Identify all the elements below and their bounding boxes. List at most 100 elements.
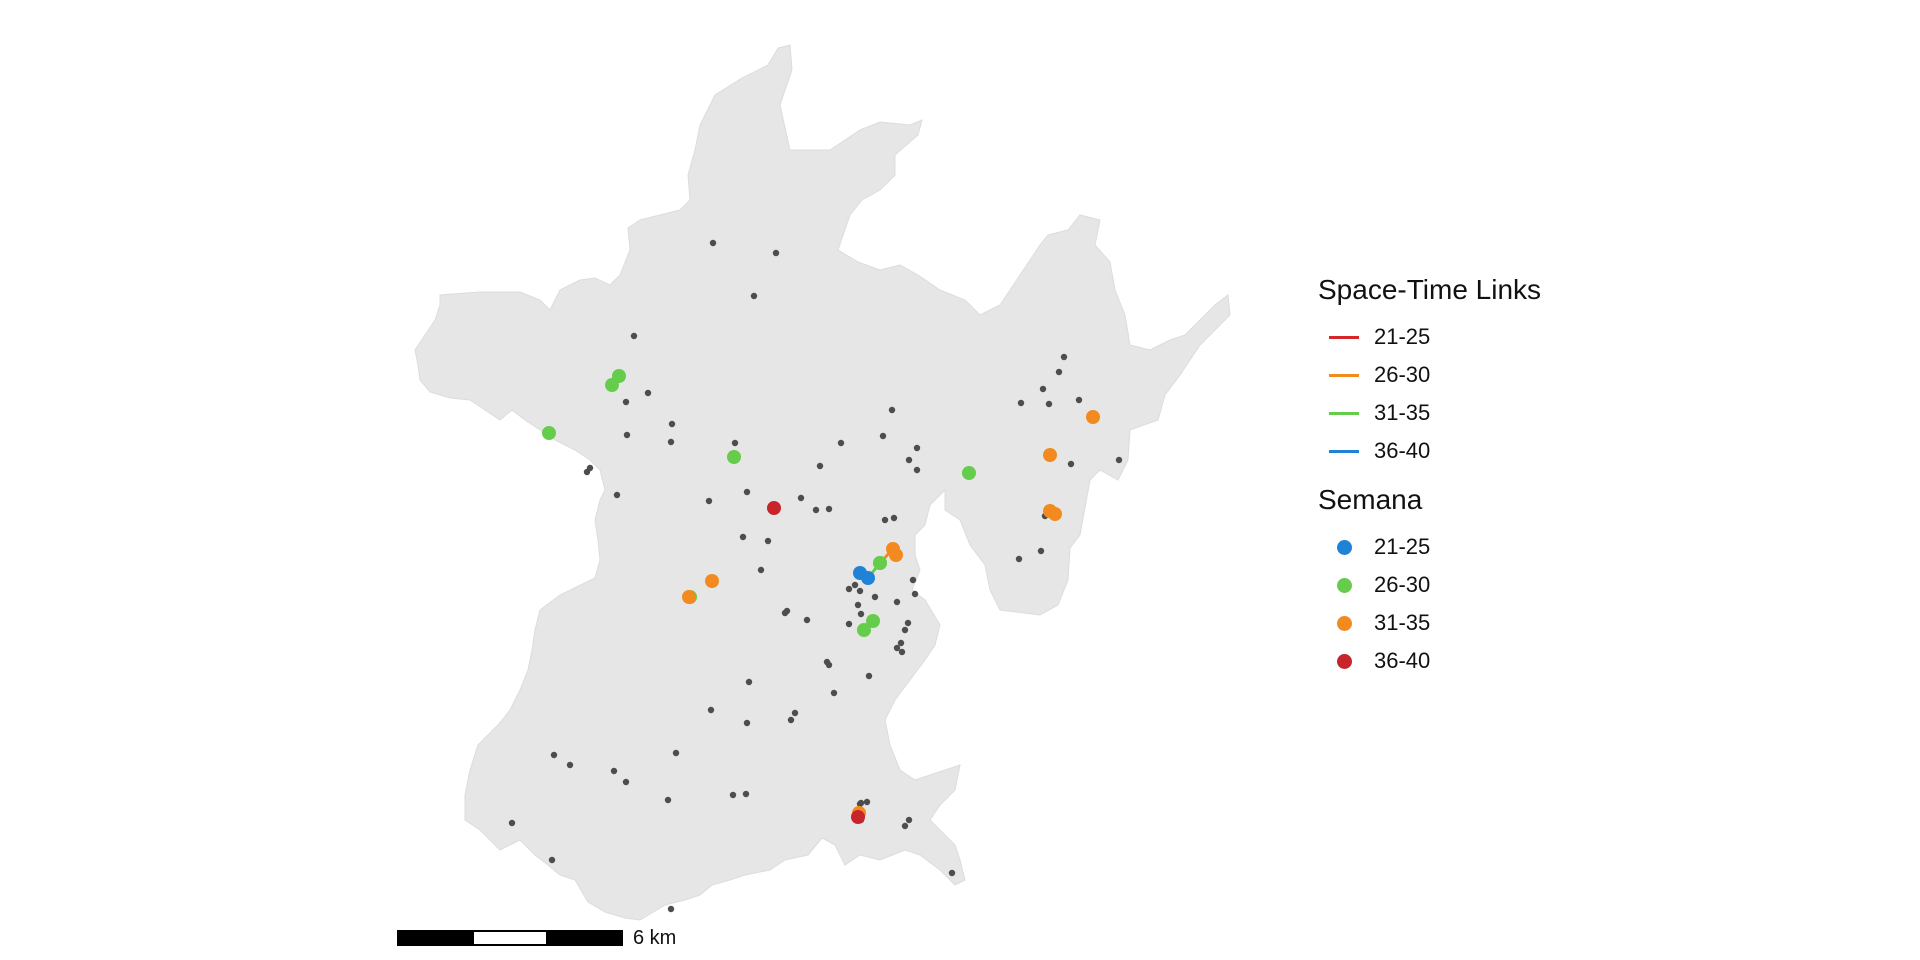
legend-item-semana: 31-35	[1318, 604, 1618, 642]
case-point	[857, 623, 871, 637]
location-point	[948, 869, 956, 877]
case-point	[705, 574, 719, 588]
legend-line-key	[1322, 394, 1366, 432]
location-point	[1037, 547, 1045, 555]
location-point	[865, 672, 873, 680]
scale-bar-segment	[397, 930, 474, 946]
legend-label: 26-30	[1374, 362, 1431, 387]
case-point	[866, 614, 880, 628]
scale-bar: 6 km	[397, 926, 677, 949]
location-point	[863, 798, 871, 806]
line-swatch	[1329, 336, 1359, 339]
location-point	[897, 639, 905, 647]
scale-bar-segment	[472, 930, 548, 946]
scale-bar-segment	[546, 930, 623, 946]
location-point	[856, 800, 864, 808]
legend-semana-block: Semana 21-25 26-30 31-35 36-40	[1318, 482, 1618, 680]
legend-item-semana: 36-40	[1318, 642, 1618, 680]
location-point	[901, 822, 909, 830]
location-point	[731, 439, 739, 447]
location-point	[1060, 353, 1068, 361]
case-point	[962, 466, 976, 480]
background-points	[508, 239, 1123, 913]
location-point	[851, 581, 859, 589]
case-point	[682, 590, 696, 604]
location-point	[830, 689, 838, 697]
location-point	[837, 439, 845, 447]
dot-swatch	[1337, 654, 1352, 669]
legend-dot-key	[1322, 604, 1366, 642]
location-point	[548, 856, 556, 864]
legend-item-semana: 26-30	[1318, 566, 1618, 604]
legend-label: 26-30	[1374, 572, 1431, 597]
location-point	[667, 438, 675, 446]
case-point	[889, 548, 903, 562]
location-point	[622, 778, 630, 786]
location-point	[613, 491, 621, 499]
location-point	[825, 505, 833, 513]
location-point	[845, 620, 853, 628]
location-point	[1017, 399, 1025, 407]
legend-label: 21-25	[1374, 534, 1431, 559]
location-point	[854, 601, 862, 609]
location-point	[745, 678, 753, 686]
location-point	[1039, 385, 1047, 393]
legend-title-links: Space-Time Links	[1318, 274, 1542, 305]
location-point	[772, 249, 780, 257]
location-point	[764, 537, 772, 545]
legend-label: 31-35	[1374, 400, 1431, 425]
location-point	[672, 749, 680, 757]
location-point	[583, 468, 591, 476]
location-point	[797, 494, 805, 502]
case-point	[851, 810, 865, 824]
legend-item-semana: 21-25	[1318, 528, 1618, 566]
location-point	[664, 796, 672, 804]
location-point	[508, 819, 516, 827]
location-point	[791, 709, 799, 717]
location-point	[881, 516, 889, 524]
legend-line-key	[1322, 432, 1366, 470]
location-point	[871, 593, 879, 601]
location-point	[893, 598, 901, 606]
legend-item-link: 26-30	[1318, 356, 1618, 394]
location-point	[781, 609, 789, 617]
case-point	[767, 501, 781, 515]
location-point	[904, 619, 912, 627]
case-point	[861, 571, 875, 585]
case-point	[542, 426, 556, 440]
case-point	[605, 378, 619, 392]
legend-item-link: 36-40	[1318, 432, 1618, 470]
legend-label: 31-35	[1374, 610, 1431, 635]
location-point	[1055, 368, 1063, 376]
line-swatch	[1329, 412, 1359, 415]
location-point	[644, 389, 652, 397]
legend-line-key	[1322, 356, 1366, 394]
legend-dot-key	[1322, 528, 1366, 566]
location-point	[705, 497, 713, 505]
location-point	[856, 587, 864, 595]
location-point	[623, 431, 631, 439]
location-point	[757, 566, 765, 574]
location-point	[1045, 400, 1053, 408]
location-point	[845, 585, 853, 593]
scale-bar-label: 6 km	[633, 926, 677, 949]
location-point	[622, 398, 630, 406]
region-polygon	[414, 44, 1231, 921]
location-point	[913, 466, 921, 474]
location-point	[888, 406, 896, 414]
location-point	[857, 610, 865, 618]
location-point	[816, 462, 824, 470]
location-point	[911, 590, 919, 598]
location-point	[630, 332, 638, 340]
legend-item-link: 31-35	[1318, 394, 1618, 432]
location-point	[879, 432, 887, 440]
location-point	[812, 506, 820, 514]
case-points	[542, 369, 1100, 824]
location-point	[667, 905, 675, 913]
location-point	[803, 616, 811, 624]
dot-swatch	[1337, 540, 1352, 555]
location-point	[739, 533, 747, 541]
location-point	[1115, 456, 1123, 464]
location-point	[566, 761, 574, 769]
